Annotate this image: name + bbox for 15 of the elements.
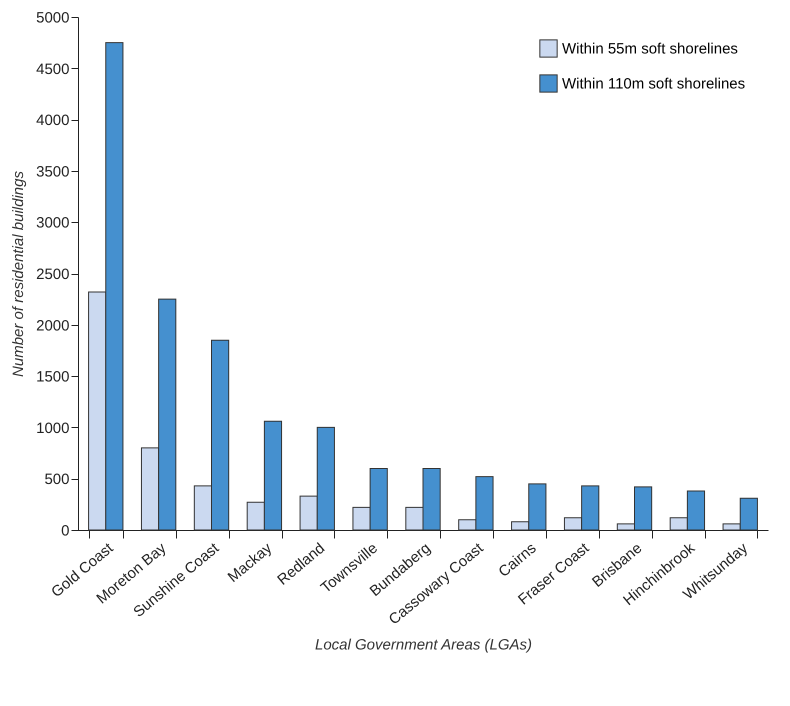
y-tick-label: 2000 (36, 317, 70, 334)
y-tick-label: 4000 (36, 112, 70, 130)
y-tick-label: 5000 (36, 10, 70, 26)
y-tick-label: 1500 (36, 368, 70, 386)
x-axis-title: Local Government Areas (LGAs) (314, 636, 532, 654)
y-tick-label: 500 (44, 471, 70, 488)
y-tick-label: 3000 (36, 214, 70, 232)
legend-label: Within 55m soft shorelines (562, 40, 738, 58)
y-axis-title: Number of residential buildings (10, 170, 28, 377)
y-tick-label: 3500 (36, 163, 70, 180)
y-tick-label: 0 (61, 522, 70, 540)
y-tick-label: 2500 (36, 266, 70, 283)
legend-label: Within 110m soft shorelines (562, 76, 746, 92)
y-tick-label: 1000 (36, 420, 70, 437)
y-tick-label: 4500 (36, 60, 70, 78)
